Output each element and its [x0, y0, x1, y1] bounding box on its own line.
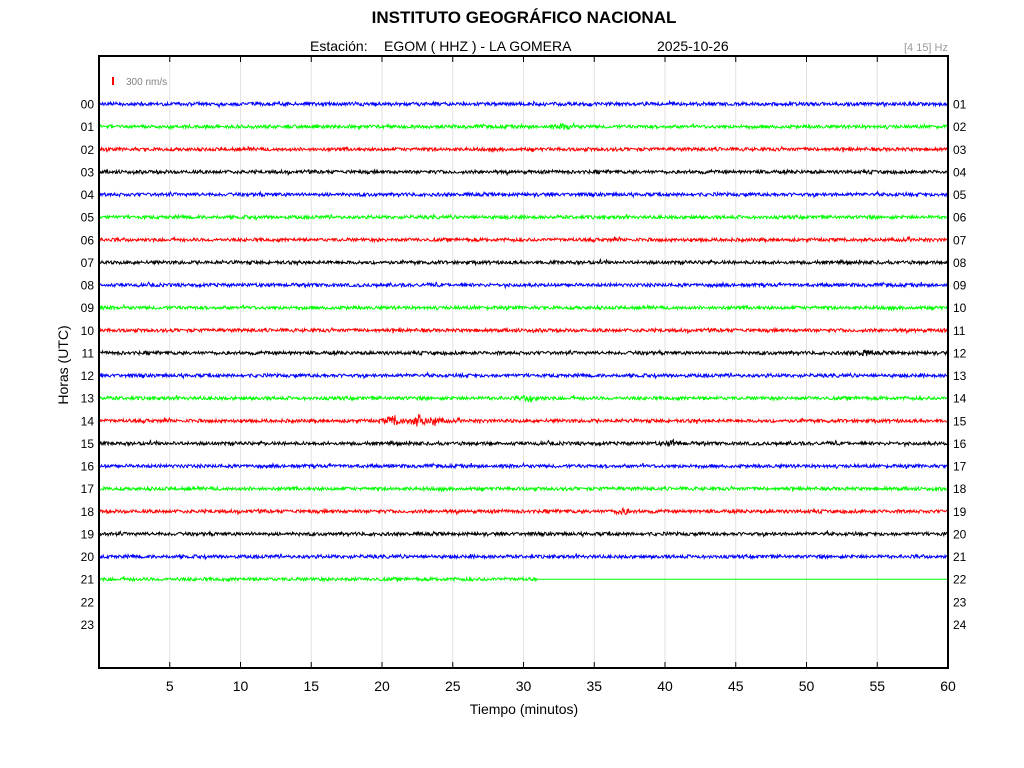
hour-label-right: 11: [953, 324, 966, 338]
x-tick-label: 5: [166, 678, 174, 694]
trace-hour-08: [98, 280, 949, 290]
hour-label-left: 23: [81, 618, 95, 632]
hour-labels-right: 01 02 03 04 05 06 07 08 09 10 11 12 13 14 15 16 17 18 19 20…: [953, 98, 967, 632]
hour-label-right: 14: [953, 392, 967, 406]
x-tick-label: 60: [940, 678, 956, 694]
trace-hour-04: [98, 190, 949, 199]
hour-label-right: 12: [953, 346, 967, 360]
hour-label-left: 08: [81, 279, 95, 293]
trace-hour-06: [98, 235, 949, 244]
page-title: INSTITUTO GEOGRÁFICO NACIONAL: [371, 8, 677, 27]
hour-labels-left: 00 01 02 03 04 05 06 07 08 09 10 11 12 13 14 15 16 17 18 19…: [81, 98, 95, 632]
hour-label-right: 05: [953, 188, 967, 202]
hour-label-right: 07: [953, 233, 967, 247]
hour-label-left: 01: [81, 120, 95, 134]
hour-label-left: 03: [81, 165, 95, 179]
trace-hour-12: [98, 371, 949, 380]
trace-hour-01: [98, 121, 949, 131]
x-tick-label: 50: [799, 678, 815, 694]
hour-label-left: 10: [81, 324, 95, 338]
hour-label-left: 06: [81, 233, 95, 247]
x-tick-label: 30: [516, 678, 532, 694]
filter-band-label: [4 15] Hz: [903, 42, 948, 54]
trace-hour-11: [98, 348, 949, 357]
hour-label-right: 01: [953, 98, 967, 112]
trace-hour-00: [98, 99, 949, 109]
trace-hour-05: [99, 212, 949, 222]
trace-hour-19: [98, 529, 949, 539]
hour-label-left: 18: [81, 505, 95, 519]
trace-hour-02: [98, 145, 949, 153]
trace-hour-14: [98, 413, 949, 427]
hour-label-right: 08: [953, 256, 967, 270]
hour-label-left: 21: [81, 573, 95, 587]
hour-label-left: 20: [81, 550, 95, 564]
trace-hour-15: [98, 438, 949, 448]
x-tick-label: 35: [586, 678, 602, 694]
hour-label-right: 04: [953, 165, 967, 179]
hour-label-left: 04: [81, 188, 95, 202]
hour-label-left: 15: [81, 437, 95, 451]
hour-label-left: 02: [81, 143, 95, 157]
hour-label-left: 13: [81, 392, 95, 406]
hour-label-left: 05: [81, 211, 95, 225]
hour-label-right: 16: [953, 437, 967, 451]
hour-label-left: 09: [81, 301, 95, 315]
hour-label-right: 13: [953, 369, 967, 383]
amplitude-scale: 300 nm/s: [112, 77, 167, 88]
seismogram-traces: [98, 99, 949, 583]
hour-label-left: 11: [82, 346, 95, 360]
x-tick-label: 10: [233, 678, 249, 694]
hour-label-right: 19: [953, 505, 967, 519]
hour-label-left: 12: [81, 369, 95, 383]
trace-hour-10: [98, 326, 949, 335]
trace-hour-17: [98, 485, 949, 493]
station-label: Estación:: [310, 38, 368, 54]
x-tick-label: 40: [657, 678, 673, 694]
scale-label: 300 nm/s: [126, 77, 167, 88]
hour-label-right: 17: [953, 460, 967, 474]
trace-hour-09: [98, 303, 949, 312]
grid-lines: [169, 56, 878, 668]
hour-label-right: 18: [953, 482, 967, 496]
trace-hour-07: [98, 257, 949, 267]
hour-label-right: 06: [953, 211, 967, 225]
x-axis-label: Tiempo (minutos): [470, 701, 578, 717]
hour-label-right: 02: [953, 120, 967, 134]
station-value: EGOM ( HHZ ) - LA GOMERA: [384, 38, 572, 54]
trace-hour-20: [98, 552, 949, 561]
trace-hour-18: [98, 506, 949, 516]
hour-label-right: 15: [953, 414, 967, 428]
hour-label-left: 22: [81, 595, 95, 609]
hour-label-left: 16: [81, 460, 95, 474]
hour-label-right: 22: [953, 573, 967, 587]
hour-label-left: 14: [81, 414, 95, 428]
x-tick-label: 25: [445, 678, 461, 694]
x-tick-label: 45: [728, 678, 744, 694]
trace-hour-13: [98, 394, 948, 403]
hour-label-right: 10: [953, 301, 967, 315]
hour-label-right: 24: [953, 618, 967, 632]
hour-label-left: 19: [81, 527, 95, 541]
scale-bar: [112, 77, 114, 85]
x-tick-label: 20: [374, 678, 390, 694]
x-axis-ticks: 5 10 15 20 25 30 35 40 45 50 55 60: [166, 56, 956, 694]
hour-label-left: 07: [81, 256, 95, 270]
y-axis-label: Horas (UTC): [55, 325, 71, 404]
hour-label-right: 09: [953, 279, 967, 293]
date-label: 2025-10-26: [657, 38, 729, 54]
x-tick-label: 55: [869, 678, 885, 694]
hour-label-left: 17: [81, 482, 95, 496]
hour-label-right: 21: [953, 550, 967, 564]
hour-label-right: 20: [953, 527, 967, 541]
trace-hour-03: [98, 168, 949, 177]
hour-label-right: 03: [953, 143, 967, 157]
hour-label-left: 00: [81, 98, 95, 112]
hour-label-right: 23: [953, 595, 967, 609]
trace-hour-21: [98, 575, 538, 583]
x-tick-label: 15: [303, 678, 319, 694]
trace-hour-16: [98, 461, 949, 470]
